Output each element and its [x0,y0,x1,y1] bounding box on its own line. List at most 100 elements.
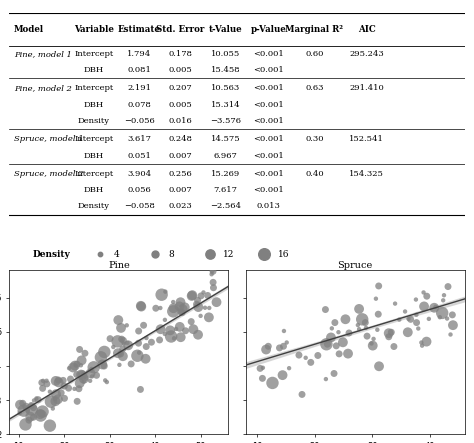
Point [33,395,40,402]
Text: 0.63: 0.63 [305,85,324,93]
Point [25,416,33,424]
Text: 0.40: 0.40 [305,170,324,178]
Text: <0.001: <0.001 [254,66,284,74]
Point [77,371,85,378]
Point [259,375,266,382]
Point [323,341,330,348]
Point [375,363,383,370]
Point [170,305,177,312]
Text: −0.056: −0.056 [124,117,155,125]
Text: <0.001: <0.001 [254,85,284,93]
Point [414,325,422,332]
Point [77,362,85,369]
Point [385,330,392,337]
Point [157,326,164,333]
Point [390,343,398,350]
Point [209,268,217,275]
Text: DBH: DBH [83,101,104,109]
Point [209,268,216,275]
Point [285,365,293,372]
Text: 295.243: 295.243 [349,50,384,58]
Point [30,404,37,411]
Point [280,343,287,350]
Point [28,406,36,413]
Point [372,295,380,302]
Point [335,329,342,336]
Text: Density: Density [32,250,70,259]
Point [201,304,209,311]
Point [208,271,215,278]
Point [190,326,197,333]
Text: Intercept: Intercept [74,50,113,58]
Point [197,292,205,299]
Text: 15.458: 15.458 [211,66,240,74]
Text: <0.001: <0.001 [254,170,284,178]
Text: 0.248: 0.248 [168,136,192,144]
Point [135,327,143,334]
Point [167,333,175,340]
Point [152,305,160,312]
Text: 4: 4 [114,250,120,259]
Text: 6.967: 6.967 [214,152,237,159]
Text: 12: 12 [223,250,235,259]
Title: Spruce: Spruce [337,260,373,270]
Text: 0.016: 0.016 [168,117,192,125]
Point [82,375,90,382]
Text: 2.191: 2.191 [127,85,151,93]
Point [142,355,149,362]
Text: DBH: DBH [83,66,104,74]
Text: Estimate: Estimate [118,24,161,34]
Point [103,378,110,385]
Point [328,325,336,332]
Text: 0.005: 0.005 [168,101,192,109]
Text: <0.001: <0.001 [254,101,284,109]
Text: 0.256: 0.256 [168,170,192,178]
Point [425,315,433,323]
Point [181,304,189,311]
Text: 10.563: 10.563 [211,85,240,93]
Point [134,352,141,359]
Point [65,365,73,372]
Text: 152.541: 152.541 [349,136,384,144]
Point [344,350,352,357]
Point [30,397,38,404]
Text: Std. Error: Std. Error [156,24,204,34]
Point [143,334,150,342]
Point [30,414,37,421]
Point [80,370,87,377]
Point [200,289,207,296]
Text: Spruce, model 2: Spruce, model 2 [14,170,83,178]
Text: 8: 8 [169,250,174,259]
Text: 16: 16 [278,250,290,259]
Point [356,305,363,312]
Text: Model: Model [14,24,44,34]
Point [80,378,88,385]
Text: DBH: DBH [83,186,104,194]
Point [125,342,132,349]
Point [362,324,370,331]
Point [269,379,276,386]
Point [65,385,73,392]
Point [324,341,331,348]
Text: 0.60: 0.60 [305,50,324,58]
Point [78,357,85,364]
Point [369,342,376,349]
Point [61,395,68,402]
Point [178,309,186,316]
Point [76,380,83,387]
Text: <0.001: <0.001 [254,117,284,125]
Point [88,365,95,373]
Point [101,377,109,384]
Text: 0.078: 0.078 [127,101,151,109]
Point [395,316,403,323]
Point [314,352,322,359]
Point [22,403,30,410]
Point [276,344,283,351]
Text: Intercept: Intercept [74,170,113,178]
Point [115,316,122,323]
Point [52,377,59,385]
Point [176,323,183,330]
Text: Intercept: Intercept [74,85,113,93]
Point [432,303,439,311]
Text: 0.013: 0.013 [257,202,281,210]
